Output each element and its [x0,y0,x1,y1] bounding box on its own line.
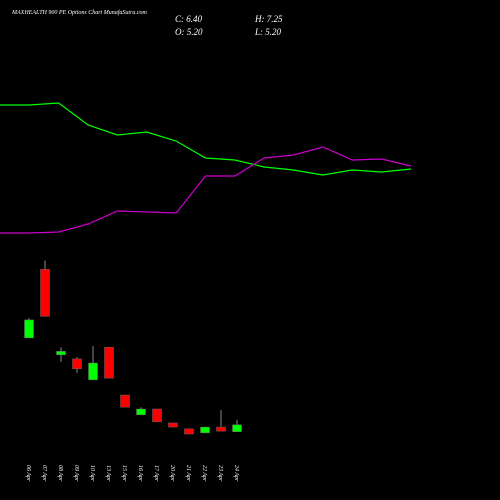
x-tick-label: 09 Apr [73,465,79,482]
candle-body [104,347,114,379]
x-tick-label: 07 Apr [41,465,47,482]
candle-body [216,426,226,432]
x-tick-label: 17 Apr [153,465,159,482]
line [0,102,412,176]
ohlc-label: L: 5.20 [254,27,282,37]
x-tick-label: 24 Apr [233,465,240,482]
ohlc-label: H: 7.25 [254,14,283,24]
x-tick-label: 06 Apr [25,465,31,482]
candle-body [136,408,146,416]
x-tick-label: 16 Apr [137,465,143,482]
candle-body [152,408,162,423]
candle-body [24,319,34,339]
x-tick-label: 21 Apr [185,465,191,482]
ohlc-label: O: 5.20 [175,27,203,37]
candle-body [168,422,178,428]
x-tick-label: 10 Apr [89,465,95,482]
x-tick-label: 15 Apr [121,465,127,482]
candle-body [232,424,242,432]
candle-body [56,351,66,356]
line [0,146,412,234]
candle-body [120,394,130,408]
x-tick-label: 13 Apr [105,465,111,482]
candle-body [88,362,98,381]
candle-body [200,426,210,434]
x-tick-label: 08 Apr [57,465,63,482]
x-tick-label: 22 Apr [201,465,207,482]
x-tick-label: 20 Apr [169,465,175,482]
x-tick-label: 23 Apr [217,465,223,482]
candle-body [184,428,194,435]
ohlc-label: C: 6.40 [175,14,203,24]
candle-body [72,358,82,370]
chart-title: MAXHEALTH 900 PE Options Chart MunafaSut… [11,9,148,16]
candle-body [40,268,50,317]
